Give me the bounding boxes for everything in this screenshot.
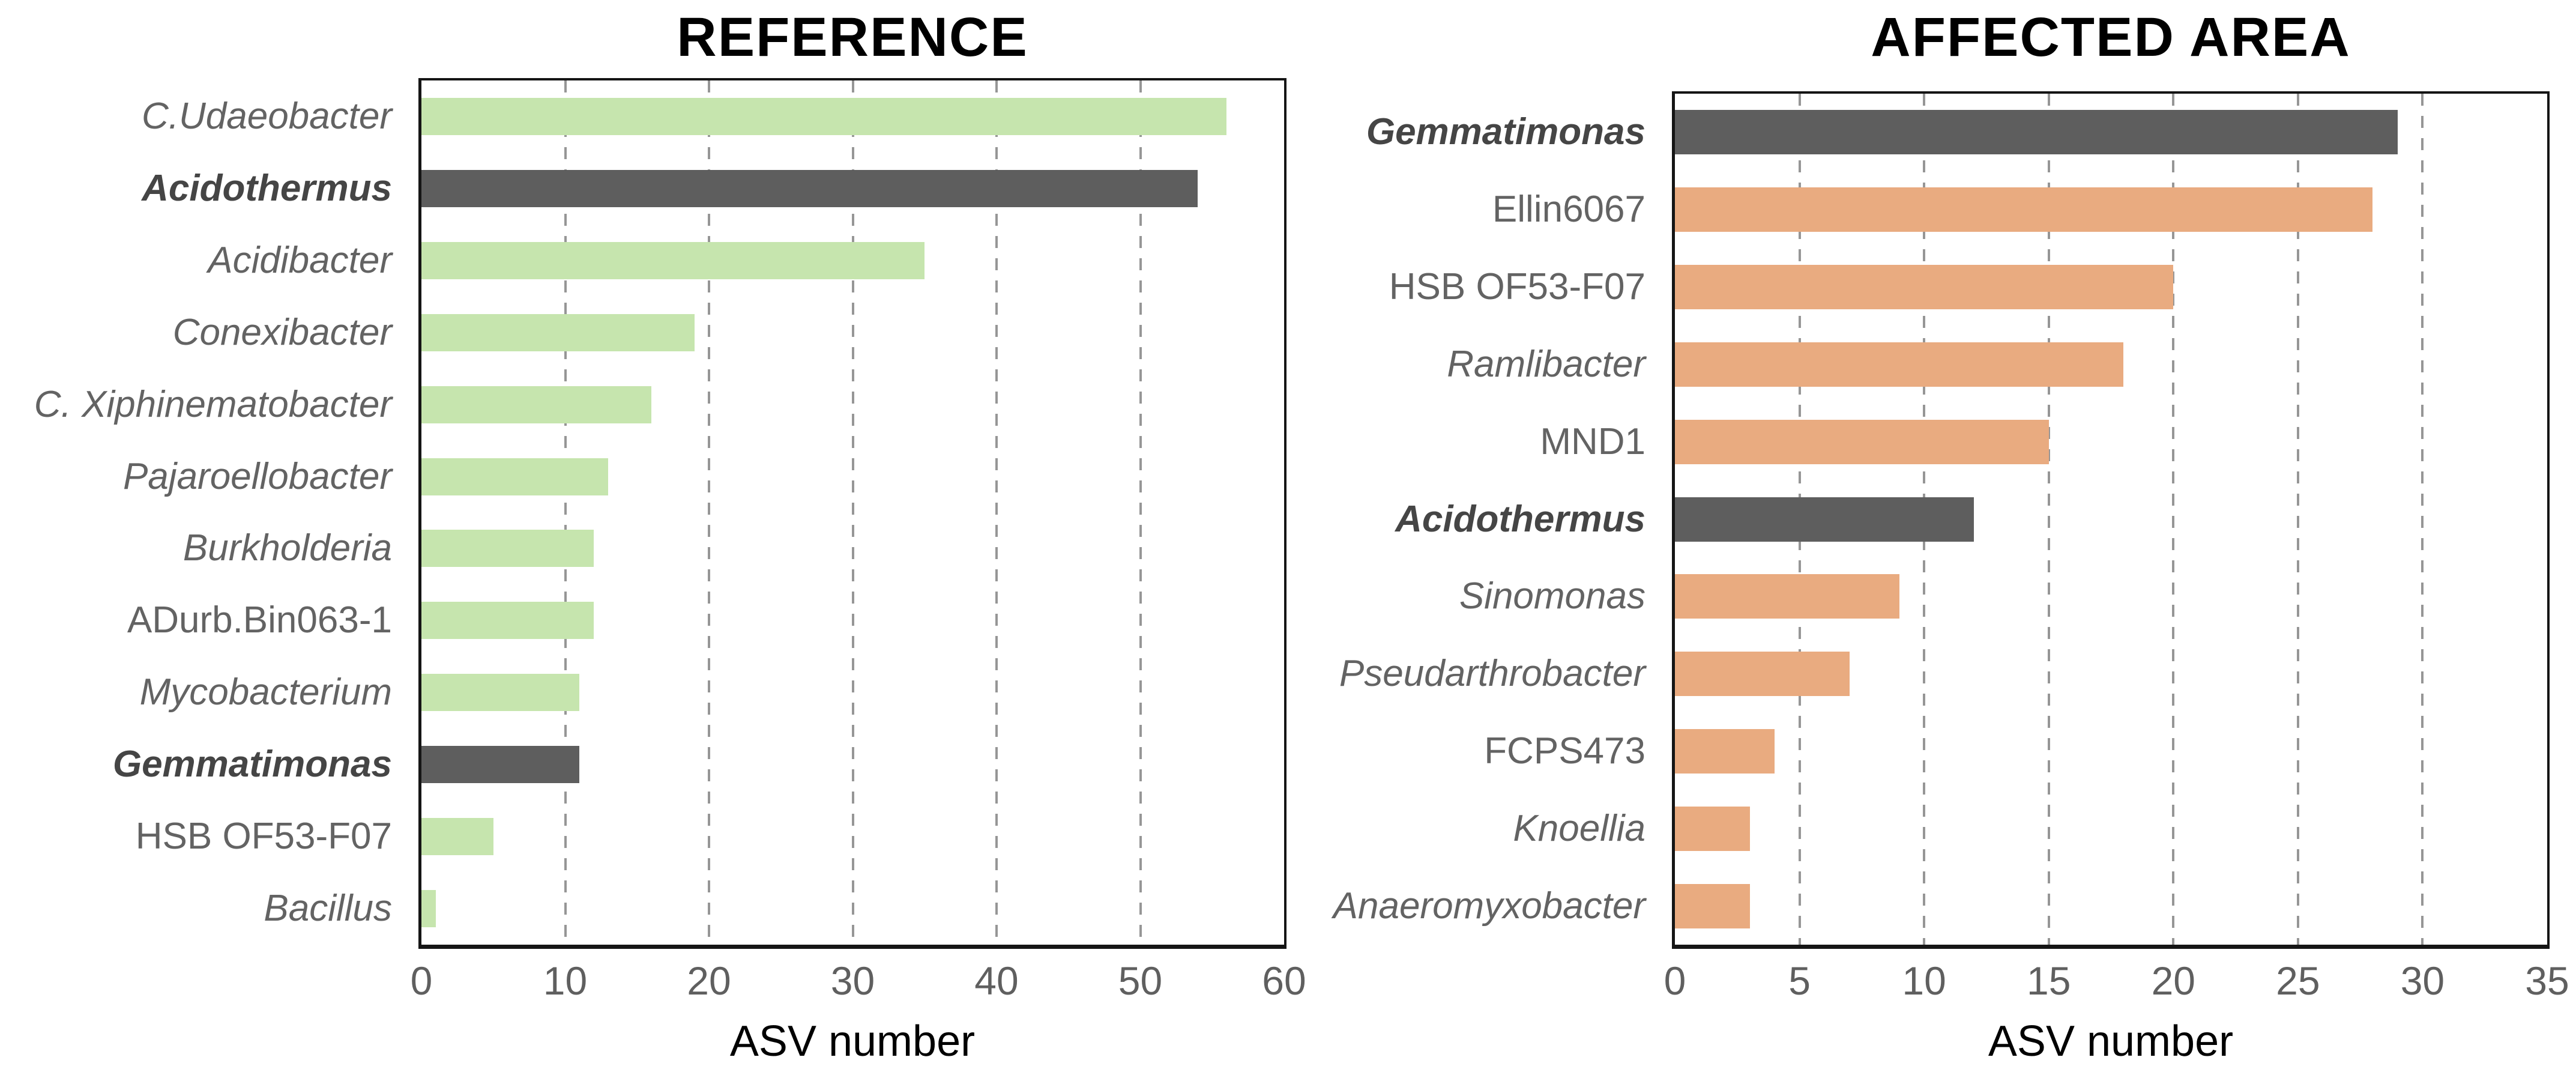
bar (421, 890, 436, 928)
y-axis-label: Conexibacter (172, 311, 392, 353)
bar (421, 746, 579, 784)
gridline (564, 80, 567, 945)
y-axis-label: Acidothermus (1395, 498, 1645, 540)
bar (421, 818, 493, 856)
gridline (1139, 80, 1142, 945)
x-tick-label: 15 (2026, 958, 2071, 1003)
bar (1675, 806, 1750, 851)
bar (1675, 574, 1899, 619)
plot-area (418, 78, 1286, 949)
x-tick-label: 20 (2151, 958, 2195, 1003)
x-tick-label: 0 (1664, 958, 1686, 1003)
y-axis-label: Anaeromyxobacter (1333, 885, 1645, 927)
bar (1675, 883, 1750, 928)
x-tick-label: 5 (1788, 958, 1811, 1003)
bar (421, 169, 1198, 207)
x-tick-label: 60 (1262, 958, 1306, 1003)
x-tick-label: 30 (830, 958, 875, 1003)
bar (421, 97, 1226, 135)
y-axis-label: Ellin6067 (1492, 189, 1645, 231)
bar (1675, 728, 1775, 774)
chart-title: REFERENCE (677, 7, 1028, 68)
x-axis-title: ASV number (729, 1017, 976, 1065)
bar (421, 602, 594, 640)
x-tick-label: 0 (410, 958, 433, 1003)
y-axis-label: Burkholderia (182, 527, 392, 569)
bar (421, 386, 651, 423)
x-axis-title: ASV number (1988, 1017, 2234, 1065)
plot-area (1672, 91, 2550, 949)
x-tick-label: 35 (2525, 958, 2569, 1003)
x-tick-label: 30 (2400, 958, 2445, 1003)
gridline (2172, 94, 2175, 945)
y-axis-label: MND1 (1540, 420, 1645, 462)
y-axis-label: Gemmatimonas (1366, 111, 1645, 153)
chart-title: AFFECTED AREA (1871, 7, 2351, 68)
y-axis-label: Sinomonas (1459, 575, 1645, 617)
y-axis-label: Ramlibacter (1447, 343, 1645, 385)
bar (1675, 497, 1974, 542)
x-tick-label: 10 (1902, 958, 1946, 1003)
gridline (995, 80, 998, 945)
y-axis-label: Pseudarthrobacter (1339, 653, 1645, 695)
y-axis-label: HSB OF53-F07 (135, 816, 392, 858)
x-tick-label: 20 (687, 958, 731, 1003)
bar (421, 313, 695, 351)
bar (421, 674, 579, 712)
gridline (851, 80, 854, 945)
bar (1675, 419, 2049, 464)
x-tick-label: 40 (974, 958, 1019, 1003)
y-axis-label: ADurb.Bin063-1 (127, 599, 392, 641)
bar (1675, 265, 2173, 310)
bar (421, 530, 594, 568)
y-axis-label: Mycobacterium (139, 671, 392, 713)
y-axis-label: Pajaroellobacter (122, 455, 392, 497)
bar (1675, 187, 2372, 232)
y-axis-label: Knoellia (1513, 807, 1645, 849)
bar (421, 241, 925, 279)
x-tick-label: 50 (1118, 958, 1163, 1003)
x-tick-label: 10 (543, 958, 588, 1003)
gridline (2047, 94, 2050, 945)
y-axis-label: Gemmatimonas (112, 743, 392, 786)
gridline (2296, 94, 2299, 945)
y-axis-label: C.Udaeobacter (141, 95, 392, 137)
y-axis-label: C. Xiphinematobacter (34, 383, 392, 425)
y-axis-label: Acidibacter (208, 239, 392, 281)
x-tick-label: 25 (2276, 958, 2320, 1003)
y-axis-label: Bacillus (264, 888, 392, 930)
bar (1675, 342, 2123, 387)
gridline (2421, 94, 2424, 945)
gridline (708, 80, 710, 945)
bar (421, 458, 608, 495)
bar (1675, 652, 1850, 697)
bar (1675, 110, 2398, 155)
y-axis-label: Acidothermus (142, 167, 392, 209)
y-axis-label: HSB OF53-F07 (1389, 266, 1645, 308)
y-axis-label: FCPS473 (1484, 730, 1645, 772)
